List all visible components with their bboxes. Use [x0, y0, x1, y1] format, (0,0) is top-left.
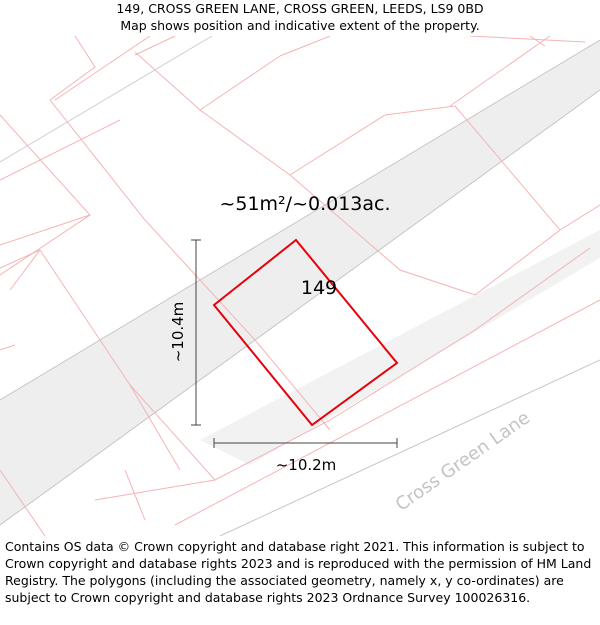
width-dimension: [213, 438, 398, 448]
property-address: 149, CROSS GREEN LANE, CROSS GREEN, LEED…: [116, 1, 484, 16]
height-dimension: [191, 239, 201, 426]
copyright-attribution: Contains OS data © Crown copyright and d…: [5, 539, 592, 605]
map-subtitle: Map shows position and indicative extent…: [120, 18, 480, 33]
map-header: 149, CROSS GREEN LANE, CROSS GREEN, LEED…: [0, 0, 600, 36]
parcel-boundaries: [0, 36, 600, 536]
height-measure-label: ~10.4m: [169, 302, 187, 363]
property-map[interactable]: ~51m²/~0.013ac. 149 ~10.4m ~10.2m Cross …: [0, 36, 600, 536]
property-boundary[interactable]: [212, 238, 399, 427]
area-label: ~51m²/~0.013ac.: [219, 193, 390, 215]
plot-number-label: 149: [301, 277, 337, 299]
width-measure-label: ~10.2m: [276, 456, 337, 474]
